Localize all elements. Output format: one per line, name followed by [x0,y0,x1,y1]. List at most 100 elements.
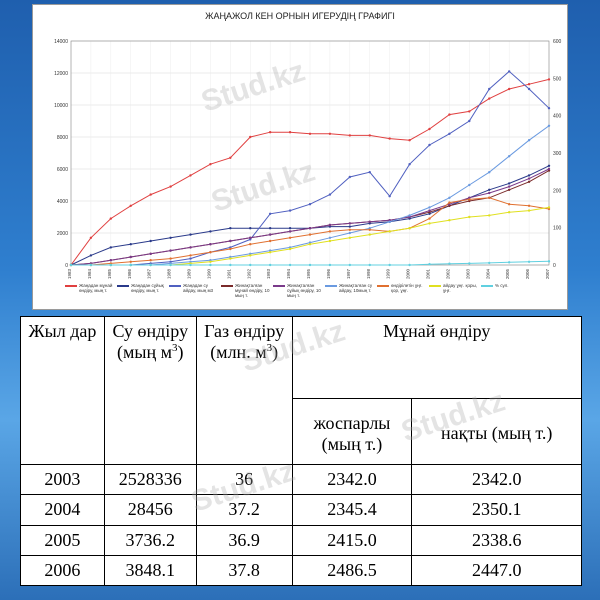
data-point [268,227,272,230]
data-point [428,209,431,212]
data-point [209,243,212,246]
data-point [288,227,292,230]
data-point [527,260,531,263]
data-point [268,212,272,215]
data-point [288,230,292,233]
legend-label: Жинақталған сұйық өндіру, 10 мың т. [287,283,321,298]
data-point [249,135,252,139]
data-point [448,196,451,199]
data-point [388,137,391,140]
legend-swatch [65,285,77,287]
data-point [308,132,312,135]
data-point [249,227,252,230]
data-point [308,243,312,246]
data-point [189,254,192,257]
data-point [308,263,312,267]
header-gas-label: Газ өндіру (млн. м [204,321,285,362]
data-point [388,195,391,198]
data-point [129,243,132,246]
x-tick-label: 1999 [386,269,391,280]
legend-swatch [273,285,285,287]
header-water-close: ) [177,342,184,362]
cell-water: 3848.1 [103,554,197,587]
x-tick-label: 1989 [187,269,192,280]
data-point [507,182,511,185]
cell-year: 2004 [20,494,105,526]
data-point [547,164,551,167]
y-tick-label: 12000 [54,71,68,77]
y-tick-label: 14000 [54,39,68,45]
data-point [169,236,172,239]
y-tick-label: 4000 [57,199,68,205]
legend-swatch [377,285,389,287]
data-point [488,261,491,265]
data-point [308,233,312,236]
data-point [448,132,451,135]
data-point [527,83,531,86]
legend-label: % сул. [495,283,509,288]
data-point [368,134,371,137]
x-tick-label: 1990 [206,269,211,280]
data-point [507,70,511,73]
data-point [507,87,511,91]
data-point [328,239,332,243]
data-point [488,87,491,91]
x-tick-label: 1996 [326,269,331,280]
data-point [368,233,371,236]
x-tick-label: 2002 [445,269,450,280]
x-tick-label: 2000 [406,269,411,280]
data-point [428,222,431,225]
cell-planned: 2486.5 [291,554,413,587]
data-point [368,171,371,174]
data-point [348,225,352,228]
cell-planned: 2345.4 [291,494,413,526]
data-point [288,236,292,239]
data-point [209,263,212,267]
header-year: Жыл дар [20,316,105,465]
data-point [488,171,491,174]
cell-year: 2005 [20,524,105,556]
data-point [189,263,192,267]
data-point [229,263,232,267]
cell-water: 2528336 [103,463,197,496]
x-tick-label: 2004 [485,269,490,280]
data-point [507,211,511,214]
data-point [89,254,93,257]
legend-swatch [117,285,129,287]
production-table: Жыл дар Су өндіру (мың м3) Газ өндіру (м… [20,316,583,587]
data-point [288,131,292,134]
data-point [388,263,391,267]
data-point [249,263,252,267]
x-tick-label: 1992 [246,269,251,280]
header-oil: Мұнай өндіру [291,316,583,399]
data-point [547,260,551,263]
data-point [468,215,471,219]
header-water-label: Су өндіру (мың м [112,321,189,362]
y2-tick-label: 200 [553,188,562,194]
legend-swatch [221,285,233,287]
cell-water: 28456 [103,494,197,526]
data-point [428,217,431,220]
legend-label: Жинақталған су айдау, 10мың т. [339,283,373,293]
y2-tick-label: 600 [553,39,562,45]
data-point [229,247,232,251]
table-row: 2003 2528336 36 2342.0 2342.0 [20,463,582,496]
header-gas-close: ) [272,342,279,362]
data-point [348,263,352,267]
data-point [547,78,551,81]
y2-tick-label: 100 [553,226,562,232]
x-tick-label: 2001 [426,269,431,280]
data-point [268,131,272,134]
data-point [428,206,431,209]
data-point [428,127,431,131]
legend-label: Жаңадан сұйық өндіру, мың т. [131,283,164,293]
legend-item: Жинақталған сұйық өндіру, 10 мың т. [273,283,325,307]
x-tick-label: 2005 [505,269,510,280]
header-actual-label: нақты (мың т.) [440,423,553,443]
data-point [547,167,551,171]
data-point [468,198,471,201]
line-chart: 0200040006000800010000120001400001002003… [54,39,562,280]
data-point [189,174,192,177]
data-point [547,206,551,209]
y2-tick-label: 500 [553,76,562,82]
